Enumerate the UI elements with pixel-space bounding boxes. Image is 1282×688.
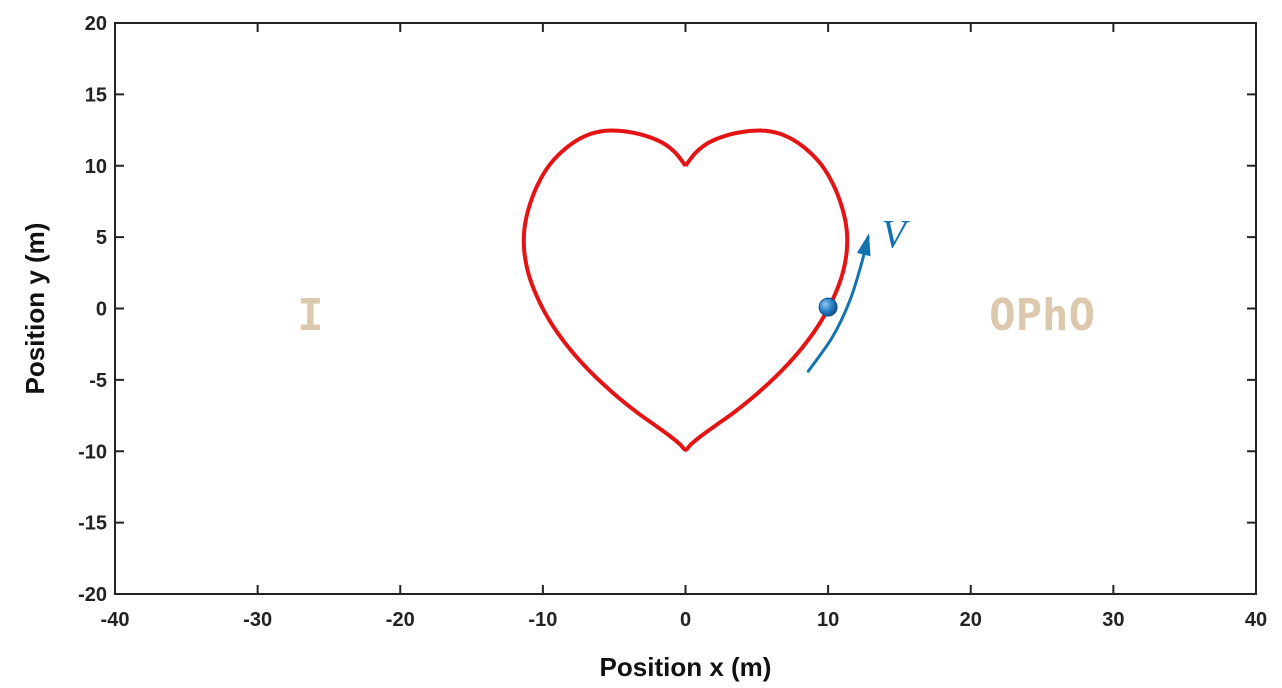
- x-tick-label: -30: [243, 609, 272, 631]
- plot-area-frame: [114, 22, 1257, 595]
- x-tick-label: -10: [528, 609, 557, 631]
- x-tick-label: 30: [1102, 609, 1124, 631]
- x-axis-label: Position x (m): [600, 652, 772, 682]
- y-tick-label: -5: [89, 370, 107, 392]
- annotations: I OPhO: [297, 290, 1095, 341]
- x-tick-labels: -40 -30 -20 -10 0 10 20 30 40: [101, 609, 1268, 631]
- y-tick-label: 20: [85, 13, 107, 35]
- x-tick-label: -20: [386, 609, 415, 631]
- y-axis-label: Position y (m): [20, 223, 50, 395]
- annotation-text: I: [297, 290, 324, 341]
- heart-curve: [521, 128, 850, 452]
- y-tick-labels: -20 -15 -10 -5 0 5 10 15 20: [78, 13, 107, 606]
- velocity-arrow: [806, 235, 870, 373]
- y-tick-label: 15: [85, 84, 107, 106]
- velocity-arrowhead: [856, 233, 871, 257]
- y-tick-label: -10: [78, 441, 107, 463]
- x-tick-label: 0: [680, 609, 691, 631]
- x-tick-label: 40: [1245, 609, 1267, 631]
- y-tick-label: -20: [78, 584, 107, 606]
- x-tick-label: -40: [101, 609, 130, 631]
- particle-ball: [818, 297, 838, 317]
- x-tick-label: 20: [960, 609, 982, 631]
- y-tick-label: 0: [96, 299, 107, 321]
- y-tick-label: -15: [78, 513, 107, 535]
- x-tick-label: 10: [817, 609, 839, 631]
- y-tick-label: 5: [96, 227, 107, 249]
- annotation-text: OPhO: [989, 290, 1095, 341]
- y-tick-label: 10: [85, 156, 107, 178]
- velocity-label: V: [882, 212, 911, 257]
